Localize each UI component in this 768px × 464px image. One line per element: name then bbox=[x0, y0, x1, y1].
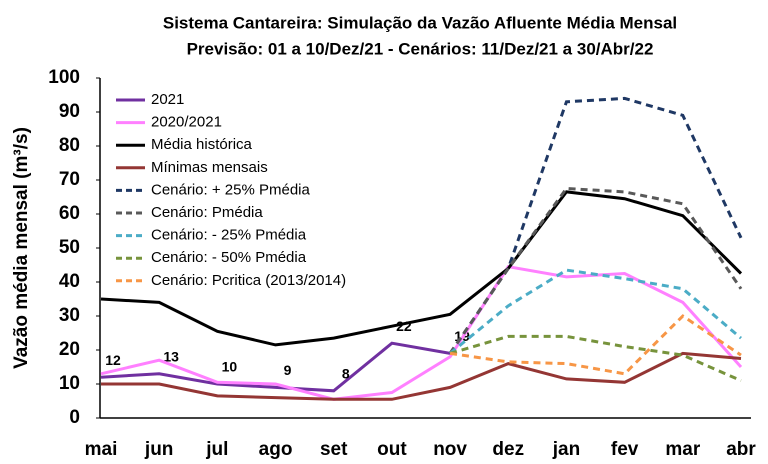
y-tick-label: 10 bbox=[59, 373, 80, 394]
series-line bbox=[100, 341, 451, 393]
legend-label: 2021 bbox=[151, 91, 184, 108]
x-tick-label: jun bbox=[144, 439, 174, 460]
legend-label: 2020/2021 bbox=[151, 114, 222, 131]
legend-label: Cenário: - 25% Pmédia bbox=[151, 227, 307, 244]
chart-subtitle: Previsão: 01 a 10/Dez/21 - Cenários: 11/… bbox=[187, 39, 654, 58]
y-tick-label: 0 bbox=[69, 407, 80, 428]
y-tick-label: 30 bbox=[59, 305, 80, 326]
y-axis-label: Vazão média mensal (m³/s) bbox=[11, 127, 32, 369]
data-label: 9 bbox=[284, 362, 292, 378]
legend-label: Cenário: Pcritica (2013/2014) bbox=[151, 272, 346, 289]
series-line bbox=[449, 314, 742, 376]
data-label: 12 bbox=[105, 352, 121, 368]
data-label: 10 bbox=[222, 359, 238, 375]
x-tick-label: set bbox=[320, 439, 348, 460]
y-tick-label: 60 bbox=[59, 203, 80, 224]
legend-label: Média histórica bbox=[151, 136, 253, 153]
series-line bbox=[101, 351, 742, 401]
y-tick-label: 100 bbox=[48, 67, 80, 88]
series-line bbox=[100, 190, 743, 347]
chart-title: Sistema Cantareira: Simulação da Vazão A… bbox=[163, 13, 677, 32]
y-tick-label: 90 bbox=[59, 101, 80, 122]
x-tick-label: dez bbox=[492, 439, 524, 460]
series-line bbox=[449, 268, 742, 355]
series-line bbox=[100, 265, 743, 401]
series-line bbox=[448, 96, 743, 355]
series-line bbox=[448, 186, 743, 355]
data-label: 8 bbox=[342, 366, 350, 382]
y-tick-label: 20 bbox=[59, 339, 80, 360]
x-tick-label: out bbox=[377, 439, 407, 460]
x-tick-label: abr bbox=[726, 439, 756, 460]
x-tick-label: mar bbox=[665, 439, 700, 460]
series-line bbox=[449, 334, 742, 382]
y-tick-label: 40 bbox=[59, 271, 80, 292]
x-tick-label: jul bbox=[205, 439, 228, 460]
x-tick-label: jan bbox=[552, 439, 580, 460]
x-tick-label: ago bbox=[259, 439, 293, 460]
y-tick-label: 50 bbox=[59, 237, 80, 258]
x-tick-label: fev bbox=[611, 439, 639, 460]
y-tick-label: 80 bbox=[59, 135, 80, 156]
x-tick-label: mai bbox=[85, 439, 118, 460]
legend-label: Cenário: - 50% Pmédia bbox=[151, 249, 307, 266]
legend-label: Mínimas mensais bbox=[151, 159, 268, 176]
data-label: 13 bbox=[163, 349, 179, 365]
x-tick-label: nov bbox=[433, 439, 467, 460]
legend-label: Cenário: Pmédia bbox=[151, 204, 263, 221]
y-tick-label: 70 bbox=[59, 169, 80, 190]
legend-label: Cenário: + 25% Pmédia bbox=[151, 181, 310, 198]
